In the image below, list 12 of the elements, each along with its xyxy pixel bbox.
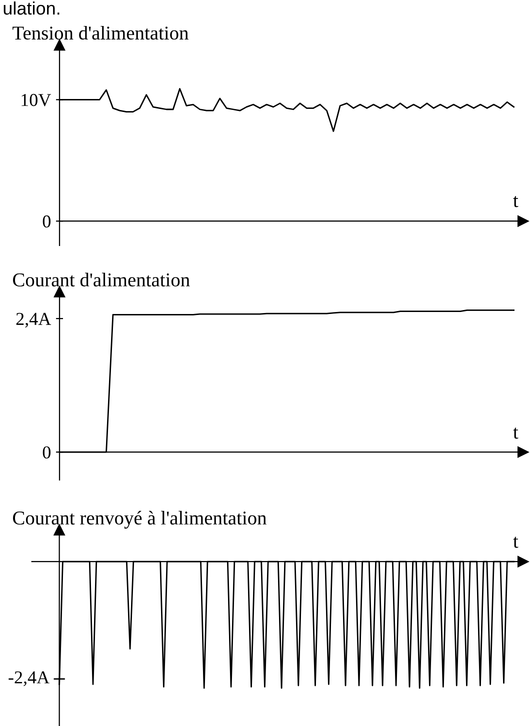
x-axis-title: t [513, 196, 518, 208]
y-tick-label: 0 [42, 446, 50, 459]
y-tick-label: 10V [22, 94, 51, 106]
x-axis-title: t [513, 536, 518, 548]
x-axis-title: t [513, 428, 518, 439]
chart-title: Courant d'alimentation [13, 272, 190, 286]
text: ulation. [4, 1, 60, 15]
y-tick-label: 0 [42, 215, 50, 228]
chart-title: Courant renvoyé à l'alimentation [13, 510, 266, 529]
chart-title: Tension d'alimentation [12, 26, 188, 40]
y-tick-label: 2,4A [16, 312, 52, 328]
text: -2,4A [8, 671, 50, 686]
